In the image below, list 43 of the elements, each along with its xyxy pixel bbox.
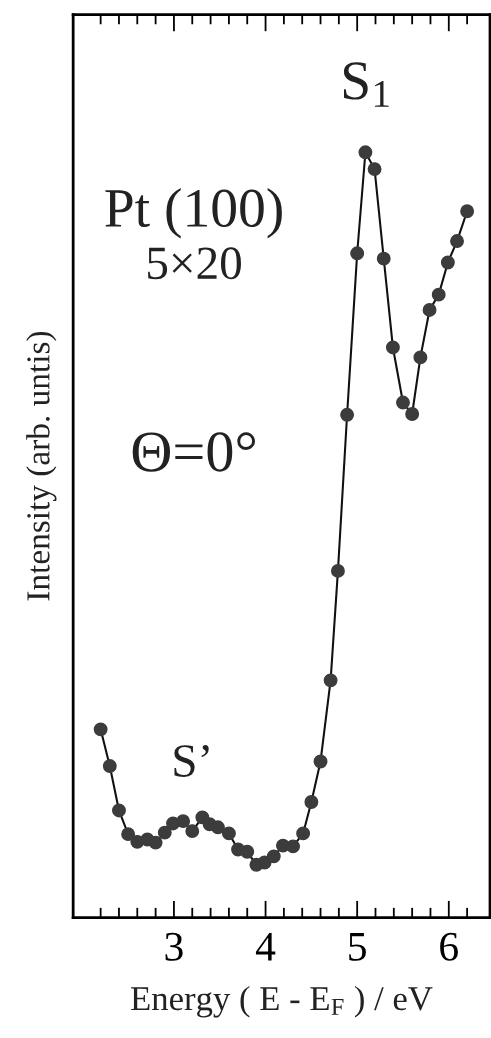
point (450, 234, 464, 249)
annotation: S’ (174, 745, 209, 777)
annotation: S$_{1}$ (343, 62, 389, 107)
point (286, 839, 300, 854)
point (296, 826, 311, 841)
point (431, 287, 446, 302)
point (266, 849, 281, 864)
point (405, 407, 420, 421)
point (385, 340, 400, 355)
point (440, 255, 455, 270)
point (148, 835, 163, 850)
x-tick-label: 3 (165, 932, 183, 961)
point (313, 754, 328, 769)
point (240, 844, 255, 859)
point (358, 145, 373, 160)
annotation: 5×20 (148, 247, 241, 280)
point (93, 722, 108, 737)
point (157, 825, 172, 840)
x-axis-title: Energy ( E - E$_{F}$ ) / eV (131, 985, 433, 1018)
point (304, 795, 319, 809)
point (221, 826, 236, 841)
point (367, 162, 382, 177)
point (396, 395, 410, 410)
point (121, 827, 136, 842)
point (340, 407, 355, 422)
x-tick-label: 6 (440, 932, 458, 961)
x-tick-label: 4 (255, 932, 276, 961)
point (330, 563, 345, 578)
point (112, 803, 126, 818)
y-axis-title: Intensity (arb. untis) (26, 331, 57, 601)
point (460, 204, 475, 219)
point (413, 350, 428, 365)
point (210, 820, 225, 835)
x-tick-label: 5 (349, 933, 366, 961)
point (350, 246, 365, 261)
point (323, 673, 338, 688)
point (102, 759, 117, 774)
annotation: Θ=0° (132, 432, 255, 472)
point (422, 302, 437, 317)
point (185, 824, 200, 839)
annotation: Pt (100) (105, 188, 282, 239)
point (376, 251, 391, 266)
point (176, 814, 191, 829)
